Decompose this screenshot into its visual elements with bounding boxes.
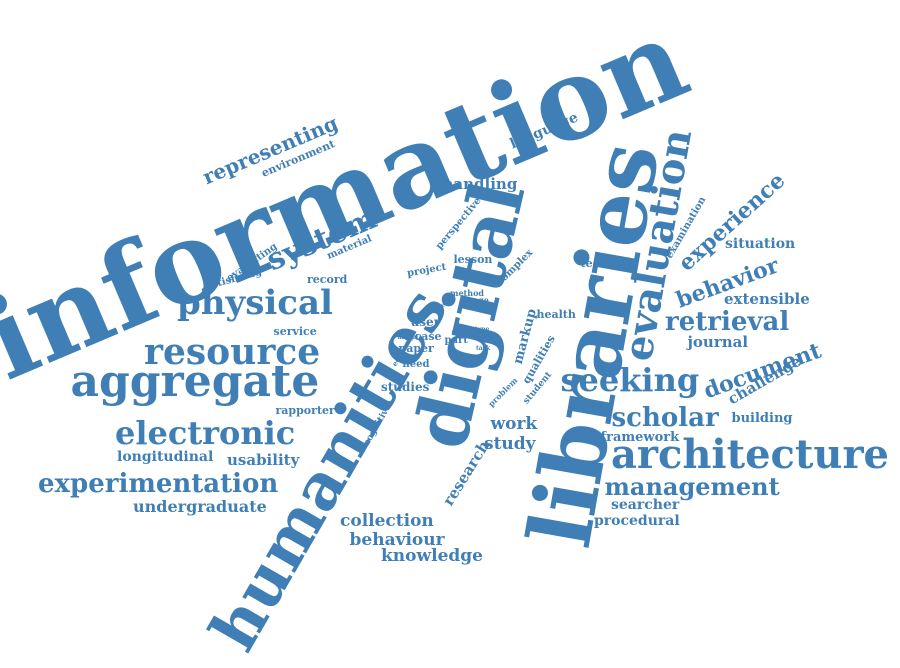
word-framework: framework: [600, 429, 680, 445]
word-procedural: procedural: [594, 513, 680, 529]
word-experimentation: experimentation: [38, 469, 279, 499]
word-usability: usability: [227, 450, 300, 469]
word-architecture: architecture: [611, 431, 889, 478]
word-physical: physical: [177, 283, 333, 323]
word-range: range: [463, 295, 489, 305]
word-work: work: [490, 413, 538, 434]
word-paper: paper: [398, 341, 434, 355]
word-need: need: [402, 359, 430, 370]
word-part: part: [444, 335, 468, 346]
word-lesson: lesson: [453, 252, 493, 266]
word-seeking: seeking: [560, 361, 700, 399]
word-journal: journal: [687, 332, 749, 351]
word-data: data: [451, 327, 477, 338]
word-aggregate: aggregate: [70, 356, 320, 407]
word-longitudinal: longitudinal: [117, 449, 214, 465]
word-health: health: [536, 307, 576, 321]
word-record: record: [307, 272, 348, 286]
word-resource: resource: [144, 331, 321, 373]
word-scholar: scholar: [611, 403, 719, 433]
word-technical: technical: [580, 256, 638, 270]
word-searcher: searcher: [611, 497, 680, 513]
word-task: task: [476, 345, 491, 352]
word-building: building: [731, 410, 793, 426]
word-service: service: [273, 324, 317, 338]
word-extensible: extensible: [724, 289, 810, 308]
word-management: management: [604, 472, 780, 501]
word-undergraduate: undergraduate: [133, 497, 267, 516]
word-retrieval: retrieval: [665, 307, 790, 337]
word-situation: situation: [725, 236, 796, 252]
word-knowledge: knowledge: [381, 545, 483, 566]
word-model: model: [397, 334, 419, 341]
word-collection: collection: [340, 510, 434, 531]
word-user: user: [410, 315, 440, 329]
word-case: case: [414, 329, 442, 343]
word-electronic: electronic: [115, 414, 296, 452]
word-method: method: [450, 288, 484, 298]
word-handling: handling: [442, 174, 518, 193]
word-behaviour: behaviour: [349, 529, 445, 550]
word-type: type: [475, 326, 490, 333]
word-study: study: [484, 433, 536, 454]
word-rapporter: rapporter: [275, 403, 335, 417]
word-studies: studies: [381, 380, 430, 394]
